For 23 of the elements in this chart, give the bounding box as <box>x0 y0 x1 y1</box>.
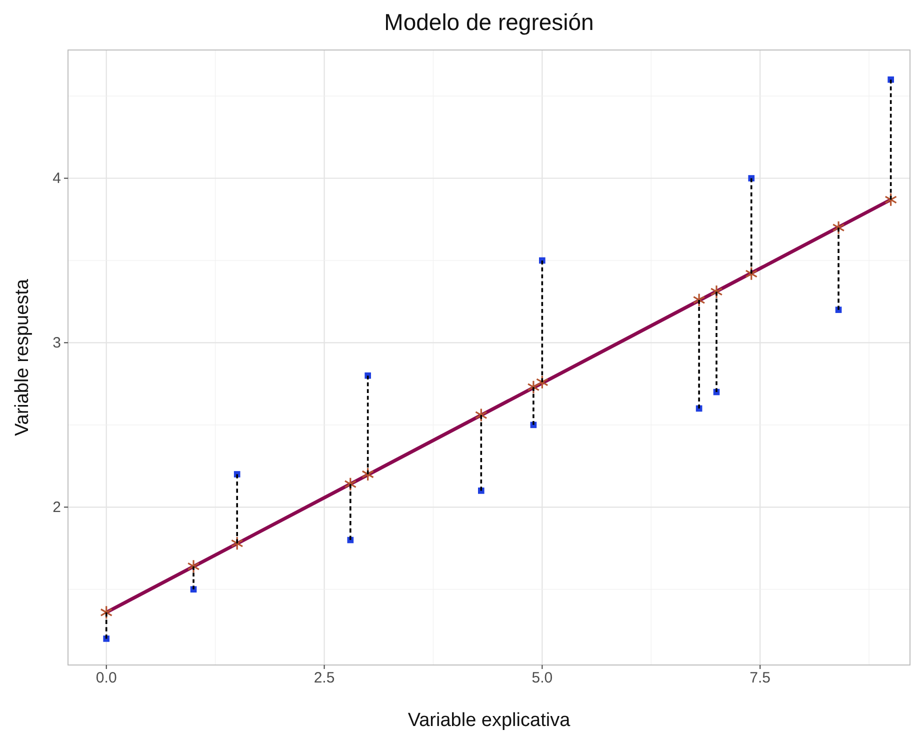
y-tick-label: 2 <box>52 498 61 516</box>
point <box>230 536 244 550</box>
point <box>692 292 706 307</box>
point <box>832 220 845 235</box>
x-tick-label: 2.5 <box>314 670 335 687</box>
point <box>527 380 540 394</box>
point <box>362 467 374 482</box>
x-tick-label: 0.0 <box>96 670 117 687</box>
point <box>536 375 548 390</box>
point <box>344 477 357 492</box>
chart-title: Modelo de regresión <box>384 9 594 35</box>
point <box>710 284 723 299</box>
y-axis-title: Variable respuesta <box>12 278 33 436</box>
x-tick-label: 5.0 <box>532 670 553 687</box>
point <box>187 559 200 574</box>
point <box>474 408 488 422</box>
point <box>884 192 898 207</box>
point <box>100 605 113 620</box>
x-tick-label: 7.5 <box>750 670 771 687</box>
y-tick-label: 4 <box>52 170 61 188</box>
y-tick-label: 3 <box>52 334 61 352</box>
point <box>745 266 758 281</box>
x-axis-title: Variable explicativa <box>408 710 571 731</box>
